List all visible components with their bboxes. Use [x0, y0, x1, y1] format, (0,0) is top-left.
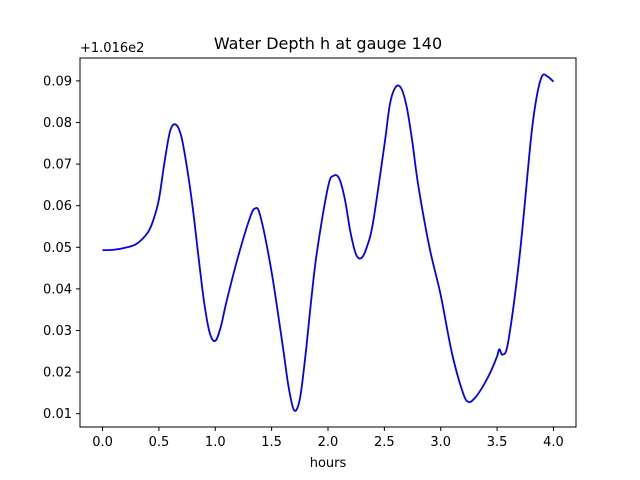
- y-axis-ticks: 0.01 0.02 0.03 0.04 0.05 0.06 0.07 0.08 0.09: [43, 74, 80, 422]
- series-line: [102, 73, 555, 412]
- y-tick-label: 0.05: [43, 241, 72, 256]
- y-tick-label: 0.09: [43, 74, 72, 89]
- x-tick-label: 1.5: [261, 435, 282, 450]
- axes-frame: [79, 57, 577, 428]
- y-tick-label: 0.04: [43, 282, 72, 297]
- x-tick-label: 0.0: [92, 435, 113, 450]
- x-tick-label: 3.0: [430, 435, 451, 450]
- chart-title: Water Depth h at gauge 140: [214, 34, 442, 53]
- y-tick-label: 0.08: [43, 116, 72, 131]
- y-tick-label: 0.06: [43, 199, 72, 214]
- y-tick-label: 0.03: [43, 324, 72, 339]
- x-tick-label: 2.5: [374, 435, 395, 450]
- x-tick-label: 1.0: [205, 435, 226, 450]
- x-tick-label: 3.5: [487, 435, 508, 450]
- y-tick-label: 0.02: [43, 366, 72, 381]
- y-axis-offset-label: +1.016e2: [80, 41, 144, 56]
- x-tick-label: 4.0: [543, 435, 564, 450]
- x-axis-label: hours: [310, 456, 347, 471]
- x-tick-label: 2.0: [318, 435, 339, 450]
- y-tick-label: 0.01: [43, 407, 72, 422]
- x-axis-ticks: 0.0 0.5 1.0 1.5 2.0 2.5 3.0 3.5 4.0: [92, 427, 564, 450]
- x-tick-label: 0.5: [149, 435, 170, 450]
- y-tick-label: 0.07: [43, 158, 72, 173]
